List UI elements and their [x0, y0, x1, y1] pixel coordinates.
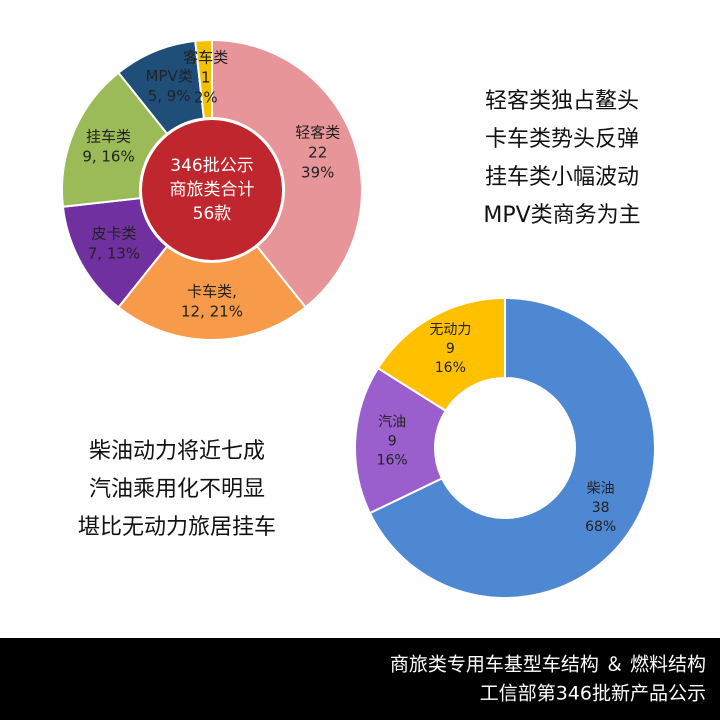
center-label: 56款 — [193, 204, 232, 224]
category-label: 无动力 — [429, 322, 471, 338]
category-label: 汽油 — [378, 415, 406, 431]
data-label: 5, 9% — [148, 87, 191, 105]
data-label: 22 — [308, 144, 327, 162]
center-disc — [142, 120, 282, 260]
category-label: 挂车类 — [86, 128, 131, 146]
data-label: 68% — [585, 519, 616, 535]
annotation: 汽油乘用化不明显 — [89, 477, 265, 502]
donut-segment — [117, 244, 307, 341]
annotation: 堪比无动力旅居挂车 — [78, 515, 276, 540]
data-label: 12, 21% — [181, 303, 243, 321]
footer-title: 商旅类专用车基型车结构 ＆ 燃料结构 — [390, 654, 706, 676]
footer-subtitle: 工信部第346批新产品公示 — [480, 683, 706, 705]
donut-segment — [376, 296, 506, 413]
donut-segment — [211, 38, 363, 309]
center-label: 346批公示 — [170, 156, 253, 176]
category-label: MPV类 — [146, 67, 193, 85]
category-label: 柴油 — [587, 481, 615, 497]
category-label: 轻客类 — [295, 124, 340, 142]
category-label: 皮卡类 — [91, 225, 136, 243]
annotation: 挂车类小幅波动 — [485, 165, 639, 190]
data-label: 38 — [592, 500, 610, 516]
annotation: 轻客类独占鳌头 — [485, 89, 639, 114]
data-label: 2% — [194, 89, 218, 107]
center-label: 商旅类合计 — [170, 180, 255, 200]
data-label: 9 — [446, 341, 455, 357]
data-label: 16% — [377, 453, 408, 469]
footer-bar — [0, 638, 720, 720]
data-label: 16% — [435, 360, 466, 376]
data-label: 39% — [301, 164, 334, 182]
annotation: 柴油动力将近七成 — [89, 439, 265, 464]
annotation: 卡车类势头反弹 — [485, 127, 639, 152]
category-label: 卡车类, — [187, 283, 237, 301]
donut-segment — [194, 38, 213, 120]
data-label: 9 — [388, 434, 397, 450]
category-label: 客车类 — [183, 49, 228, 67]
annotation: MPV类商务为主 — [483, 203, 640, 228]
donut-segment — [368, 296, 656, 599]
data-label: 7, 13% — [88, 245, 140, 263]
data-label: 9, 16% — [82, 148, 134, 166]
data-label: 1 — [201, 69, 211, 87]
